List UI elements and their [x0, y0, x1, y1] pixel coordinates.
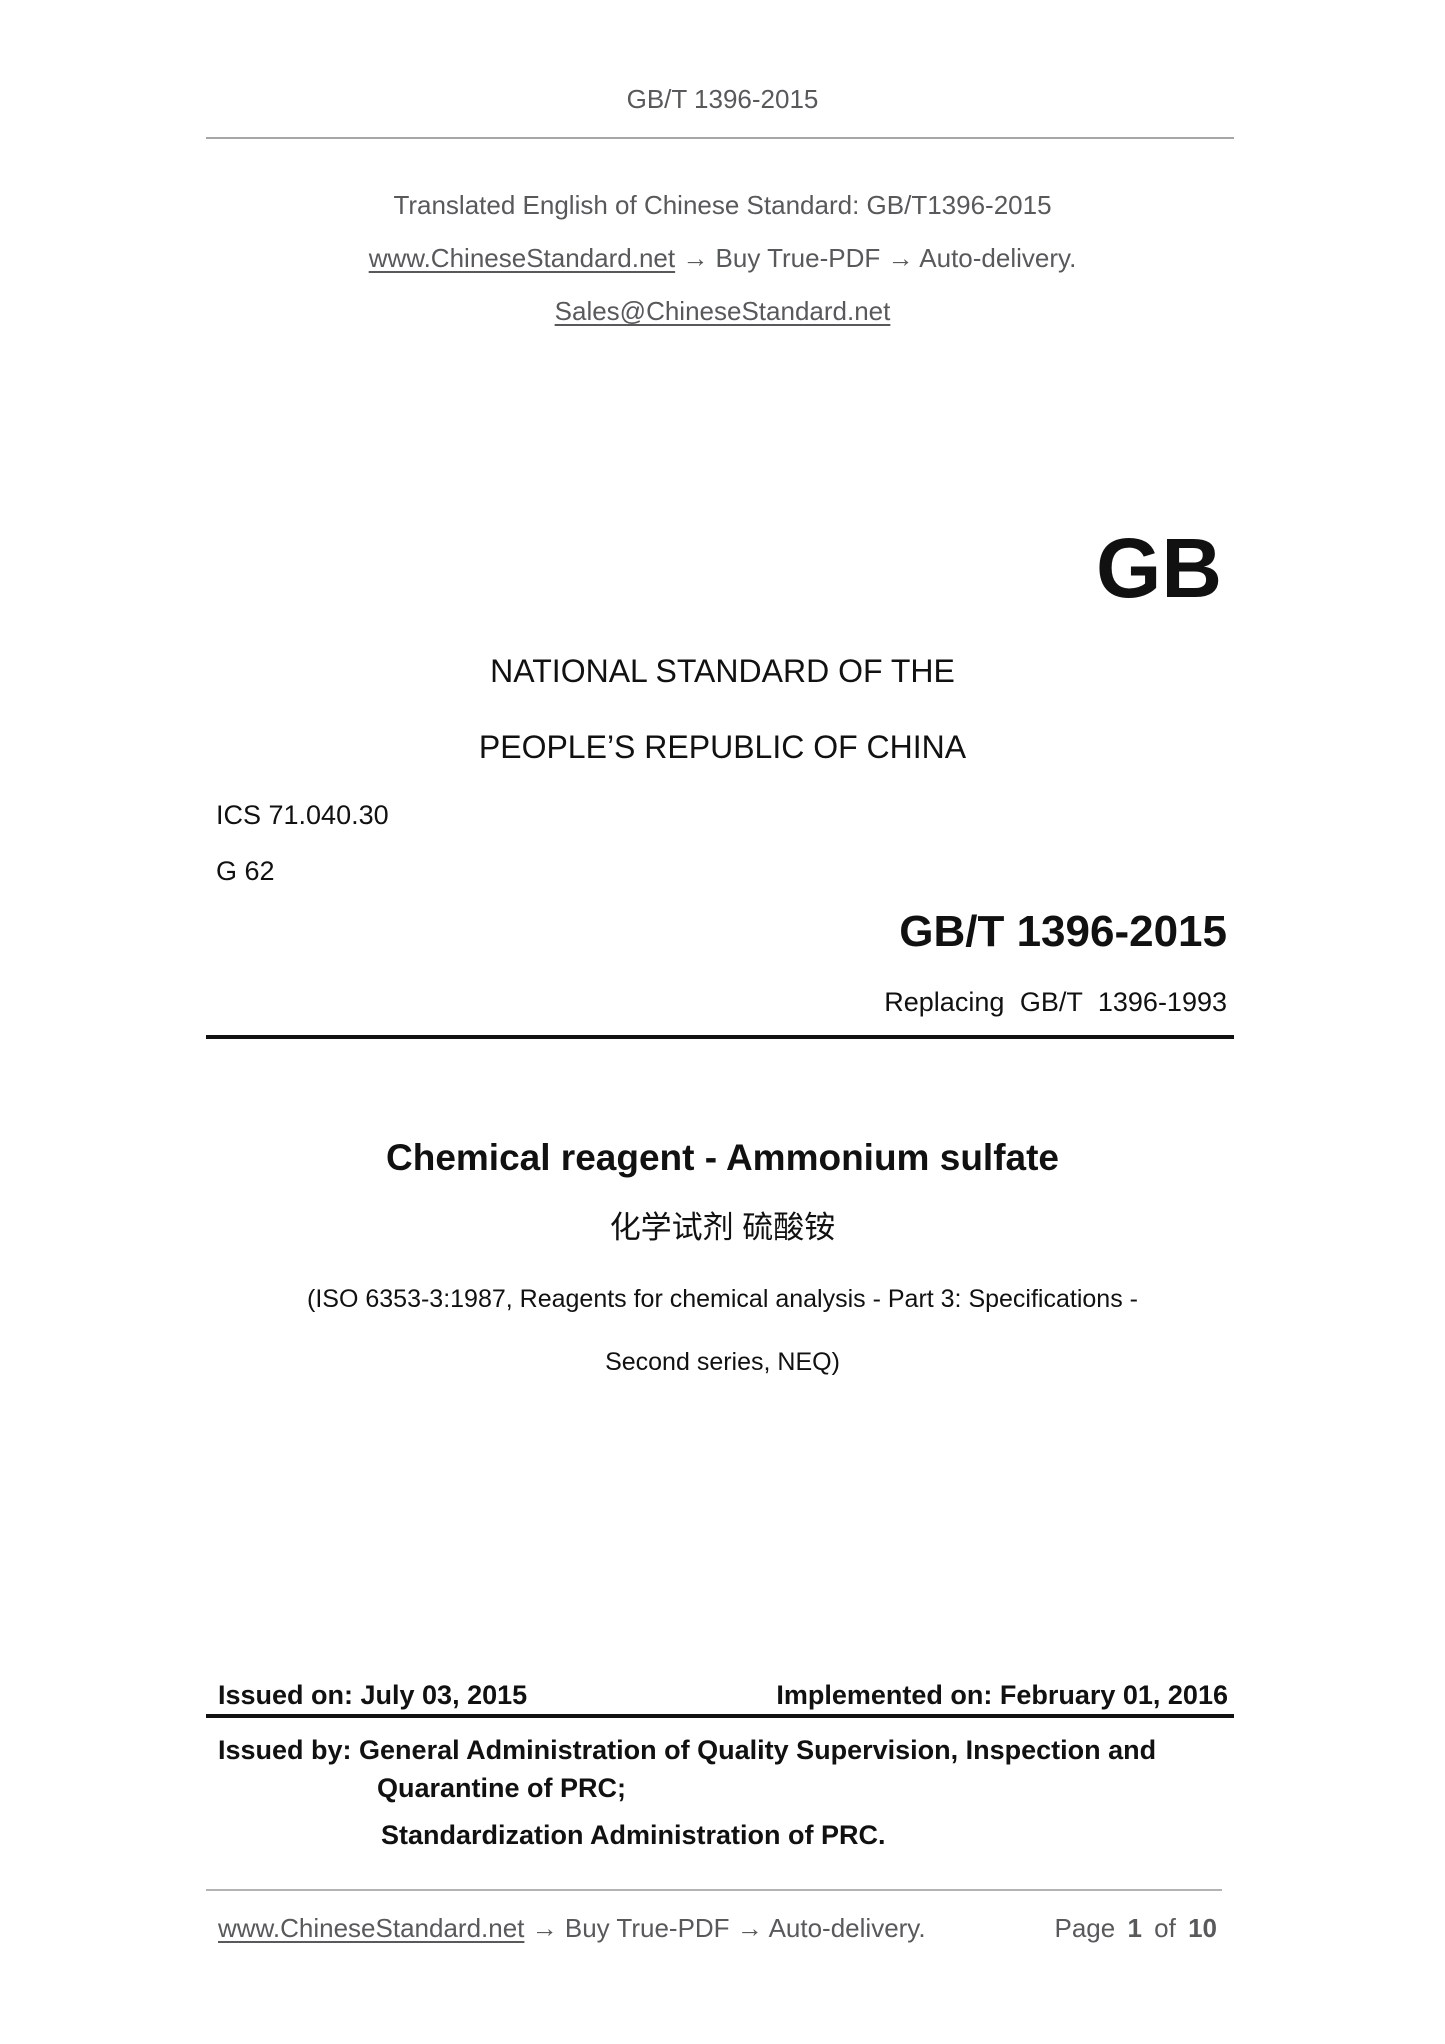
implemented-on-date: Implemented on: February 01, 2016	[776, 1680, 1228, 1710]
iso-reference-line1: (ISO 6353-3:1987, Reagents for chemical …	[307, 1285, 1138, 1313]
page-label: Page	[1054, 1913, 1116, 1943]
of-label: of	[1154, 1913, 1176, 1943]
issued-by-line3: Standardization Administration of PRC.	[381, 1820, 886, 1850]
title-divider	[206, 1035, 1234, 1039]
buy-pdf-line: www.ChineseStandard.net → Buy True-PDF →…	[0, 243, 1445, 274]
footer-buy-tail: → Buy True-PDF → Auto-delivery.	[524, 1913, 926, 1943]
replacing-line: Replacing GB/T 1396-1993	[884, 987, 1227, 1017]
running-header-doc-number: GB/T 1396-2015	[626, 84, 819, 114]
issued-by-line2: Quarantine of PRC;	[377, 1773, 627, 1803]
issuance-divider	[206, 1714, 1234, 1718]
iso-reference-line2: Second series, NEQ)	[605, 1348, 840, 1376]
footer-site-link[interactable]: www.ChineseStandard.net	[218, 1913, 525, 1943]
page-current: 1	[1127, 1913, 1142, 1943]
site-link[interactable]: www.ChineseStandard.net	[368, 243, 676, 273]
class-code: G 62	[216, 856, 275, 886]
translated-standard-line: Translated English of Chinese Standard: …	[393, 190, 1052, 220]
footer-divider	[206, 1889, 1222, 1891]
header-divider	[206, 137, 1234, 139]
ics-code: ICS 71.040.30	[216, 800, 389, 830]
issued-by-line1: Issued by: General Administration of Qua…	[218, 1735, 1157, 1765]
sales-email-line: Sales@ChineseStandard.net	[0, 296, 1445, 327]
footer-buy-line: www.ChineseStandard.net → Buy True-PDF →…	[218, 1913, 926, 1944]
buy-pdf-tail: → Buy True-PDF → Auto-delivery.	[675, 243, 1077, 273]
page-indicator: Page 1 of 10	[1054, 1913, 1217, 1944]
national-standard-line2: PEOPLE’S REPUBLIC OF CHINA	[478, 729, 967, 765]
issued-on-date: Issued on: July 03, 2015	[218, 1680, 528, 1710]
standard-code: GB/T 1396-2015	[899, 907, 1227, 956]
standard-title-english: Chemical reagent - Ammonium sulfate	[386, 1137, 1059, 1178]
national-standard-line1: NATIONAL STANDARD OF THE	[490, 653, 955, 689]
sales-email-link[interactable]: Sales@ChineseStandard.net	[554, 296, 891, 326]
gb-logo: GB	[1096, 521, 1222, 615]
page-total: 10	[1188, 1913, 1217, 1943]
standard-title-chinese: 化学试剂 硫酸铵	[609, 1210, 836, 1245]
